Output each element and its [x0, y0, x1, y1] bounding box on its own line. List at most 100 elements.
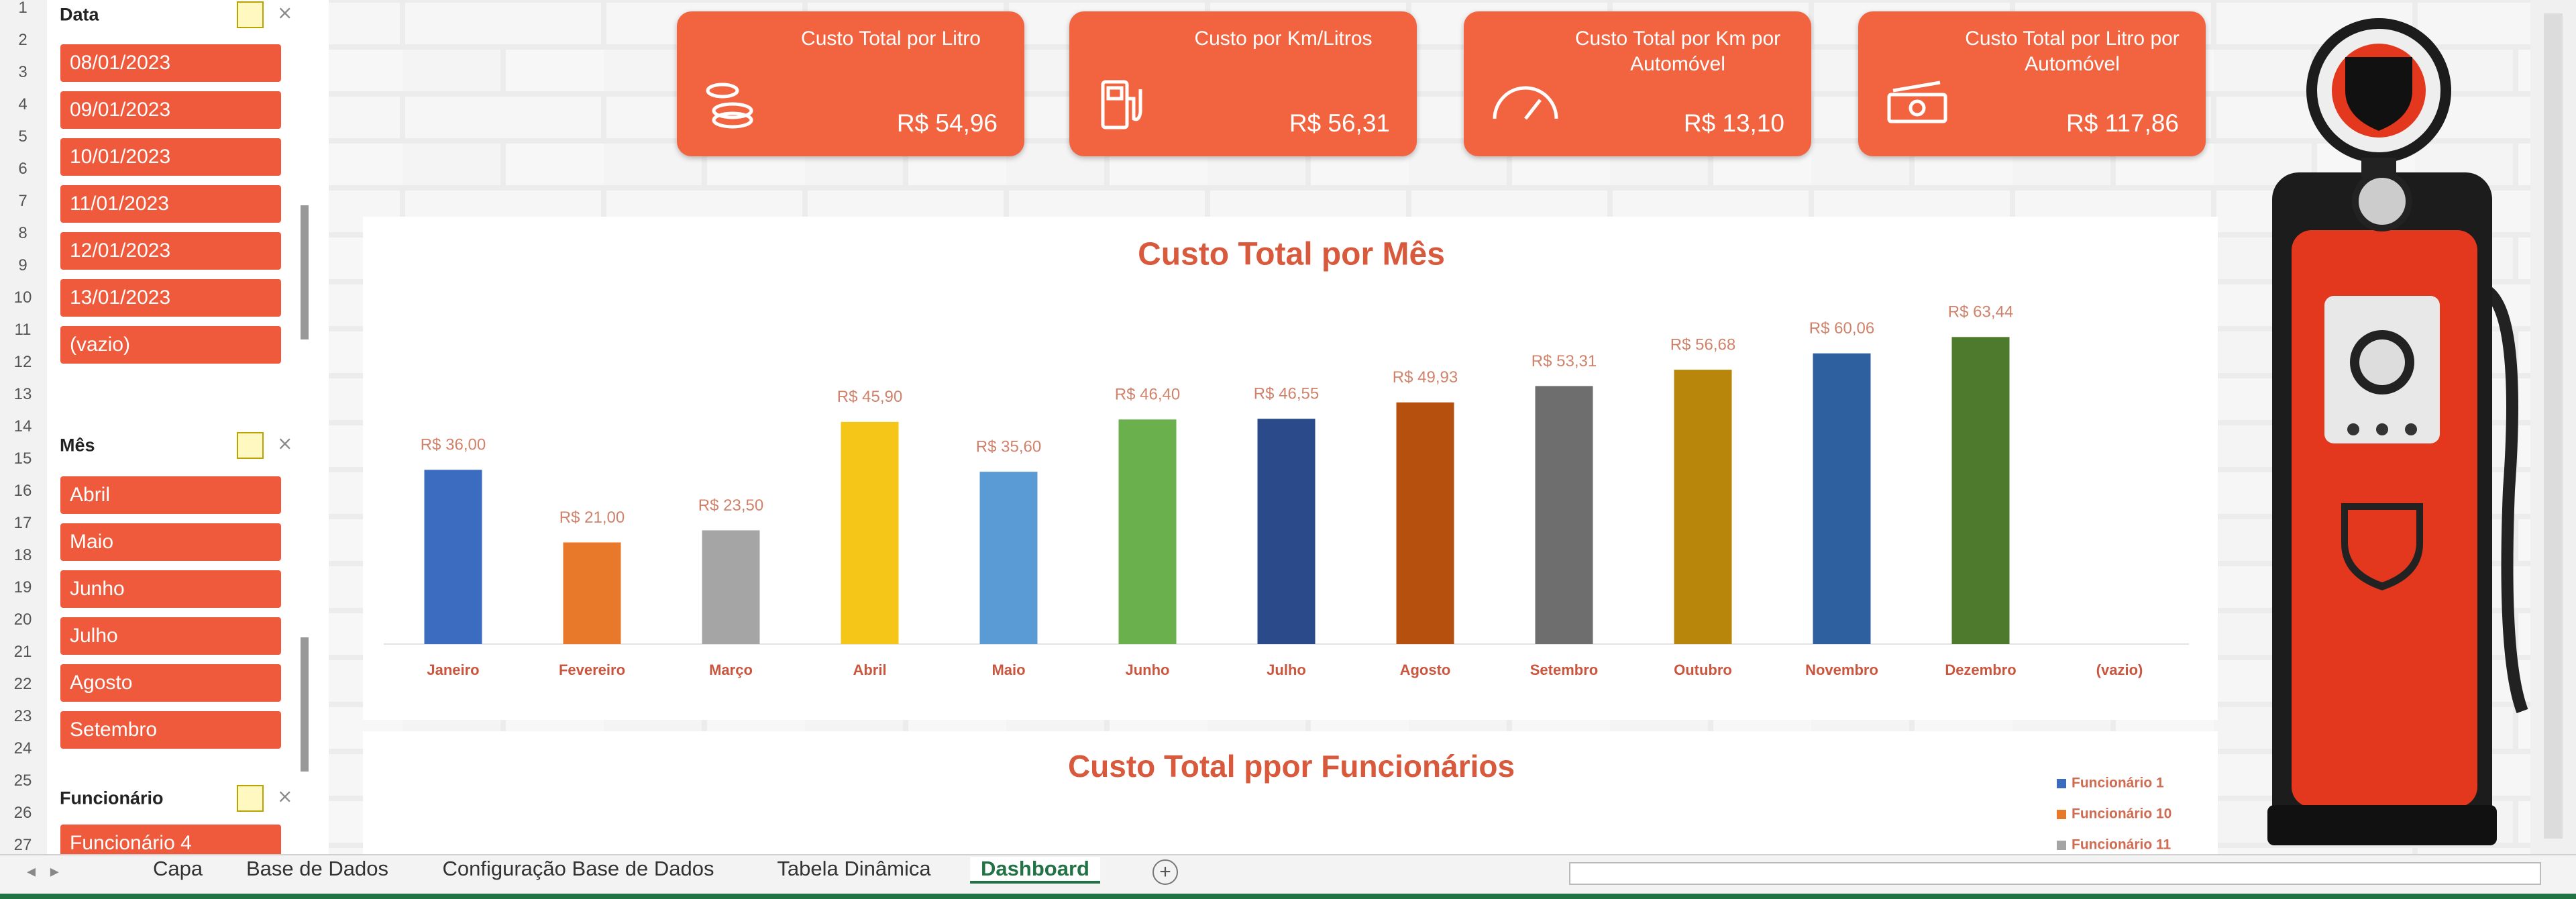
clear-filter-icon[interactable]: ⨯: [277, 433, 293, 454]
bar: [1951, 337, 2010, 644]
slicer-item[interactable]: Julho: [60, 617, 281, 655]
kpi-value: R$ 13,10: [1683, 109, 1784, 137]
slicer-item[interactable]: Agosto: [60, 664, 281, 702]
slicer-title: Data: [60, 4, 99, 25]
data-label: R$ 60,06: [1809, 319, 1874, 337]
row-number: 4: [18, 95, 28, 113]
legend-swatch: [2057, 779, 2066, 788]
add-sheet-button[interactable]: +: [1152, 859, 1178, 885]
kpi-title: Custo por Km/Litros: [1194, 28, 1373, 50]
clear-filter-icon[interactable]: ⨯: [277, 2, 293, 23]
row-number: 10: [13, 288, 32, 307]
sheet-tab[interactable]: Tabela Dinâmica: [777, 857, 931, 880]
multi-select-icon[interactable]: [237, 1, 264, 28]
row-number: 1: [18, 0, 28, 17]
row-number: 13: [13, 385, 32, 403]
slicer-item[interactable]: 08/01/2023: [60, 44, 281, 82]
slicer-scrollbar[interactable]: [301, 205, 309, 339]
x-tick-label: Dezembro: [1945, 662, 2016, 678]
kpi-card: Custo Total por Litro R$ 54,96: [677, 11, 1024, 156]
row-number: 17: [13, 514, 32, 532]
data-label: R$ 56,68: [1670, 335, 1735, 354]
bar: [1396, 402, 1454, 644]
sheet-tab[interactable]: Configuração Base de Dados: [442, 857, 714, 880]
kpi-value: R$ 117,86: [2066, 109, 2179, 137]
slicer-item[interactable]: (vazio): [60, 326, 281, 364]
nav-arrows[interactable]: ◂ ▸: [27, 861, 59, 881]
row-number: 19: [13, 578, 32, 596]
bar: [841, 421, 899, 644]
slicer-item[interactable]: 10/01/2023: [60, 138, 281, 176]
bar: [563, 542, 621, 644]
row-number: 12: [13, 353, 32, 371]
slicer-item[interactable]: Maio: [60, 523, 281, 561]
sheet-tab[interactable]: Capa: [152, 857, 203, 880]
kpi-value: R$ 56,31: [1289, 109, 1390, 137]
data-label: R$ 23,50: [698, 496, 763, 515]
slicer-item[interactable]: Junho: [60, 570, 281, 608]
bar: [1257, 419, 1316, 644]
x-tick-label: Março: [709, 662, 753, 678]
slicer-item[interactable]: 13/01/2023: [60, 279, 281, 317]
chart: Custo Total por Mês Custo Total ppor Fun…: [384, 237, 2189, 853]
x-tick-label: Julho: [1267, 662, 1306, 678]
legend-label: Funcionário 10: [2072, 806, 2171, 822]
chart-title: Custo Total ppor Funcionários: [1068, 749, 1515, 784]
bar: [1535, 386, 1593, 644]
slicer-item[interactable]: Abril: [60, 476, 281, 514]
x-tick-label: Janeiro: [427, 662, 479, 678]
row-number: 3: [18, 63, 28, 81]
money-icon: [1887, 81, 1947, 123]
multi-select-icon[interactable]: [237, 785, 264, 812]
data-label: R$ 36,00: [421, 436, 486, 454]
multi-select-icon[interactable]: [237, 432, 264, 459]
slicer-item[interactable]: 12/01/2023: [60, 232, 281, 270]
row-number: 8: [18, 224, 28, 242]
data-label: R$ 46,55: [1254, 385, 1319, 403]
row-number: 20: [13, 611, 32, 629]
slicer-item[interactable]: 11/01/2023: [60, 185, 281, 223]
data-label: R$ 49,93: [1393, 368, 1458, 386]
gas-pump-image: [2267, 18, 2528, 845]
row-number: 2: [18, 31, 28, 49]
row-number: 6: [18, 160, 28, 178]
kpi-card: Custo Total por Litro por Automóvel R$ 1…: [1858, 11, 2206, 156]
row-number: 23: [13, 707, 32, 725]
x-tick-label: Maio: [991, 662, 1025, 678]
fuel-icon: [1101, 80, 1142, 129]
kpi-value: R$ 54,96: [896, 109, 998, 137]
horizontal-scrollbar[interactable]: [1569, 862, 2541, 885]
kpi-title: Custo Total por Litro por Automóvel: [1965, 28, 2180, 75]
x-tick-label: Outubro: [1674, 662, 1732, 678]
slicer-scrollbar[interactable]: [301, 637, 309, 772]
coins-icon: [706, 83, 753, 129]
row-number: 11: [14, 321, 32, 339]
bar: [1813, 353, 1871, 644]
slicer-item[interactable]: Setembro: [60, 711, 281, 749]
x-tick-label: Agosto: [1400, 662, 1451, 678]
data-label: R$ 46,40: [1115, 386, 1180, 404]
row-number: 16: [13, 482, 32, 500]
data-label: R$ 21,00: [559, 509, 625, 527]
legend-label: Funcionário 1: [2072, 776, 2164, 791]
kpi-title: Custo Total por Litro: [801, 28, 981, 50]
sheet-tab-bar: ◂ ▸ +: [0, 854, 2576, 899]
sheet-tab[interactable]: Dashboard: [970, 857, 1100, 884]
bar: [702, 530, 760, 644]
legend-label: Funcionário 11: [2072, 837, 2171, 853]
row-number: 15: [13, 450, 32, 468]
row-number: 7: [18, 192, 28, 210]
x-tick-label: Setembro: [1530, 662, 1598, 678]
slicer-title: Mês: [60, 435, 95, 456]
bar: [424, 470, 482, 644]
legend-swatch: [2057, 810, 2066, 819]
kpi-card: Custo por Km/Litros R$ 56,31: [1069, 11, 1417, 156]
slicer: Mês ⨯ Abril Maio Junho Julho Agosto Setembro: [49, 424, 329, 772]
x-tick-label: (vazio): [2096, 662, 2143, 678]
sheet-tab[interactable]: Base de Dados: [246, 857, 388, 880]
row-number: 25: [13, 772, 32, 790]
clear-filter-icon[interactable]: ⨯: [277, 786, 293, 806]
kpi-card: Custo Total por Km por Automóvel R$ 13,1…: [1464, 11, 1811, 156]
slicer-item[interactable]: 09/01/2023: [60, 91, 281, 129]
